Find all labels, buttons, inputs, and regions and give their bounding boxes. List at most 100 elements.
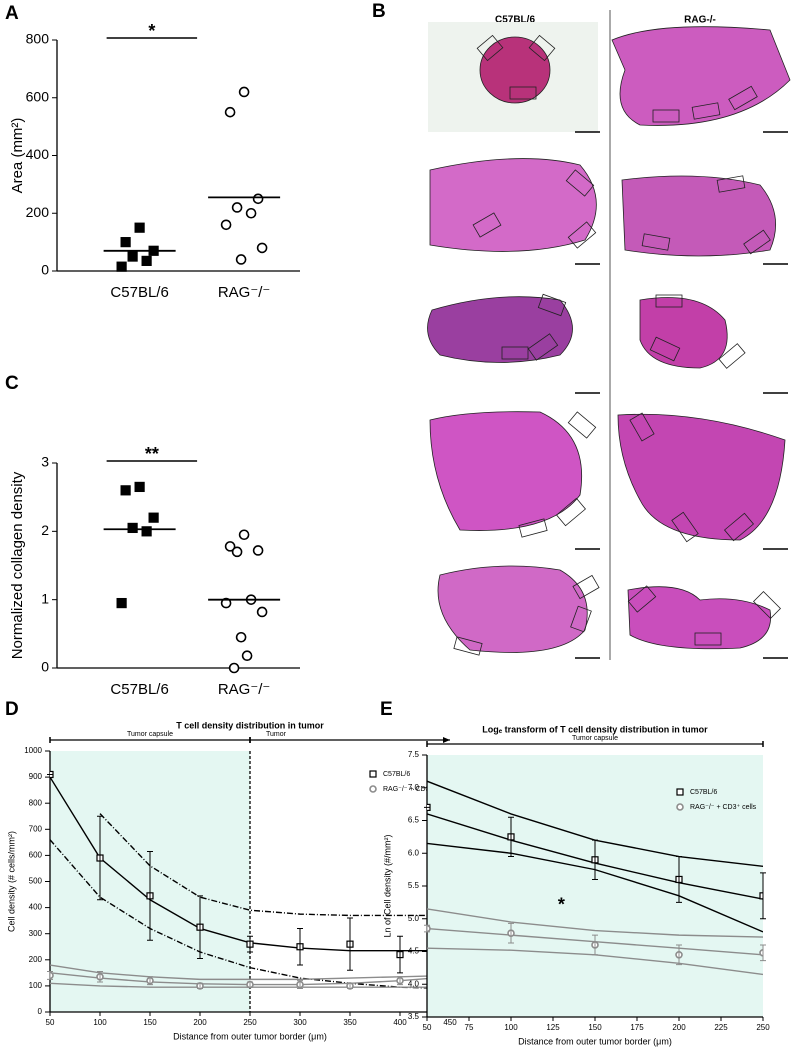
y-tick-label: 400 <box>29 903 43 912</box>
data-point <box>116 261 127 272</box>
x-tick-label: 450 <box>443 1018 457 1027</box>
data-point <box>224 541 236 552</box>
data-point <box>231 202 243 213</box>
x-tick-label: C57BL/6 <box>110 284 168 301</box>
region-arrow <box>443 737 450 743</box>
error-bar <box>297 927 303 966</box>
x-tick-label: C57BL/6 <box>110 681 168 698</box>
y-tick-label: 4.0 <box>408 979 420 988</box>
error-bar <box>347 917 353 971</box>
error-bar <box>760 872 766 920</box>
scale-bars <box>575 131 788 659</box>
y-tick-label: 1 <box>41 590 49 606</box>
y-tick-label: 600 <box>29 851 43 860</box>
error-bar <box>247 935 253 953</box>
data-point <box>228 662 240 674</box>
x-tick-label: 100 <box>93 1018 107 1027</box>
x-tick-label: 125 <box>546 1023 560 1032</box>
data-point <box>256 606 268 618</box>
y-tick-label: 7.0 <box>408 783 420 792</box>
x-tick-label: 50 <box>46 1018 55 1027</box>
error-bar <box>97 971 103 983</box>
error-bar <box>508 816 514 858</box>
error-bar <box>592 839 598 880</box>
y-axis-label: Area (mm²) <box>9 118 26 194</box>
data-point <box>235 631 247 643</box>
panel-letter: D <box>5 699 19 720</box>
x-tick-label: 150 <box>143 1018 157 1027</box>
y-tick-label: 4.5 <box>408 947 420 956</box>
fit-curve <box>427 908 763 938</box>
y-tick-label: 300 <box>29 929 43 938</box>
x-tick-label: 250 <box>756 1023 770 1032</box>
error-bar <box>247 981 253 988</box>
error-bar <box>592 934 598 956</box>
panel-letter: C <box>5 373 19 394</box>
region-label: Tumor capsule <box>572 735 618 742</box>
panel-letter: E <box>380 699 393 720</box>
x-tick-label: 350 <box>343 1018 357 1027</box>
y-tick-label: 0 <box>41 262 49 278</box>
data-point <box>134 481 145 493</box>
data-point <box>120 237 131 248</box>
x-tick-label: 200 <box>193 1018 207 1027</box>
y-tick-label: 700 <box>29 824 43 833</box>
fit-curve <box>99 813 450 917</box>
y-tick-label: 800 <box>29 798 43 807</box>
significance-label: ** <box>145 444 159 464</box>
x-tick-label: 75 <box>465 1023 474 1032</box>
error-bar <box>397 935 403 974</box>
error-bar <box>676 944 682 966</box>
y-tick-label: 3 <box>41 454 49 470</box>
data-point <box>759 892 763 900</box>
y-tick-label: 500 <box>29 877 43 886</box>
x-tick-label: RAG⁻/⁻ <box>218 681 271 698</box>
x-tick-label: RAG⁻/⁻ <box>218 284 271 301</box>
error-bar <box>508 922 514 944</box>
chart-title: T cell density distribution in tumor <box>176 720 324 730</box>
data-point <box>369 785 377 793</box>
y-tick-label: 3.5 <box>408 1012 420 1021</box>
data-point <box>676 788 684 796</box>
error-bar <box>297 980 303 990</box>
significance-label: * <box>148 21 155 41</box>
error-bar <box>147 850 153 941</box>
y-tick-label: 5.5 <box>408 881 420 890</box>
fit-curve <box>50 964 450 981</box>
data-point <box>148 512 159 523</box>
y-tick-label: 600 <box>26 88 50 104</box>
y-axis-label: Cell density (# cells/mm²) <box>6 831 16 932</box>
data-point <box>220 219 232 231</box>
panel-letter: A <box>5 3 19 24</box>
data-point <box>245 207 257 219</box>
y-tick-label: 0 <box>41 659 49 675</box>
y-tick-label: 800 <box>26 31 50 47</box>
x-tick-label: 100 <box>504 1023 518 1032</box>
error-bar <box>424 924 430 933</box>
y-tick-label: 100 <box>29 981 43 990</box>
x-tick-label: 175 <box>630 1023 644 1032</box>
data-point <box>235 254 247 265</box>
x-tick-label: 250 <box>243 1018 257 1027</box>
data-point <box>141 526 152 537</box>
data-point <box>369 770 377 778</box>
data-point <box>238 529 250 541</box>
data-point <box>120 485 131 496</box>
data-point <box>256 242 268 254</box>
histology-panel: B C57BL/6 RAG-/- <box>372 1 791 660</box>
x-tick-label: 200 <box>672 1023 686 1032</box>
legend-label: C57BL/6 <box>383 771 410 778</box>
data-point <box>252 545 264 556</box>
error-bar <box>47 971 53 980</box>
data-point <box>252 193 264 205</box>
y-tick-label: 200 <box>29 955 43 964</box>
x-axis-label: Distance from outer tumor border (μm) <box>518 1036 672 1046</box>
data-point <box>759 949 763 957</box>
data-point <box>241 650 253 662</box>
chart-title: Logₑ transform of T cell density distrib… <box>482 724 708 734</box>
data-point <box>220 597 232 609</box>
panel-letter: B <box>372 1 386 22</box>
data-point <box>127 522 138 534</box>
region-label: Tumor <box>266 731 287 738</box>
